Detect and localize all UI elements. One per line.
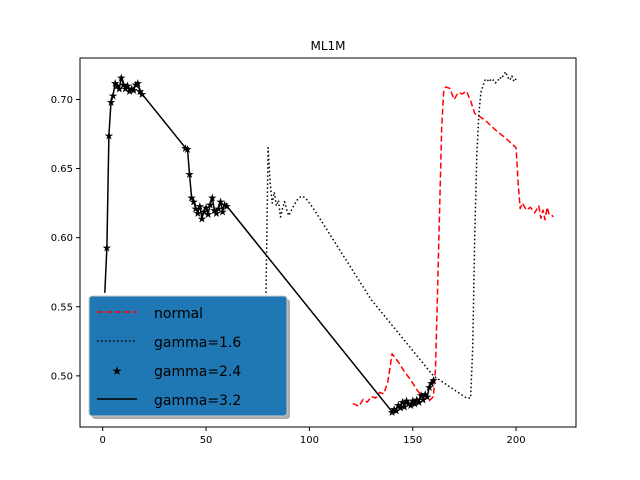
y-tick-label: 0.55: [51, 302, 73, 313]
x-tick-label: 200: [507, 435, 526, 446]
x-tick-label: 50: [200, 435, 213, 446]
chart-title: ML1M: [310, 39, 345, 53]
series-line-gamma-3-2: [104, 76, 434, 413]
plot-frame: [79, 57, 577, 428]
legend-handle-gamma-2-4: ★: [112, 364, 123, 378]
legend-box: [88, 295, 288, 417]
legend-label-gamma-1-6: gamma=1.6: [154, 335, 241, 351]
y-axis: 0.50 0.55 0.60 0.65 0.70: [51, 95, 80, 382]
series-line-normal: [352, 86, 554, 408]
x-tick-label: 100: [300, 435, 319, 446]
y-tick-label: 0.65: [51, 164, 73, 175]
x-axis: 0 50 100 150 200: [100, 427, 526, 446]
y-tick-label: 0.70: [51, 95, 73, 106]
legend-label-gamma-3-2: gamma=3.2: [154, 393, 241, 409]
legend: normal gamma=1.6 ★ gamma=2.4 gamma=3.2: [88, 295, 290, 419]
legend-label-normal: normal: [154, 306, 203, 322]
x-tick-label: 0: [100, 435, 106, 446]
y-tick-label: 0.50: [51, 371, 73, 382]
y-tick-label: 0.60: [51, 233, 73, 244]
x-tick-label: 150: [403, 435, 422, 446]
legend-label-gamma-2-4: gamma=2.4: [154, 364, 241, 380]
series-layer: ★★★★★★★★★★★★★★★★★★★★★★★★★★★★★★★★★★★★★★★★…: [102, 71, 554, 419]
